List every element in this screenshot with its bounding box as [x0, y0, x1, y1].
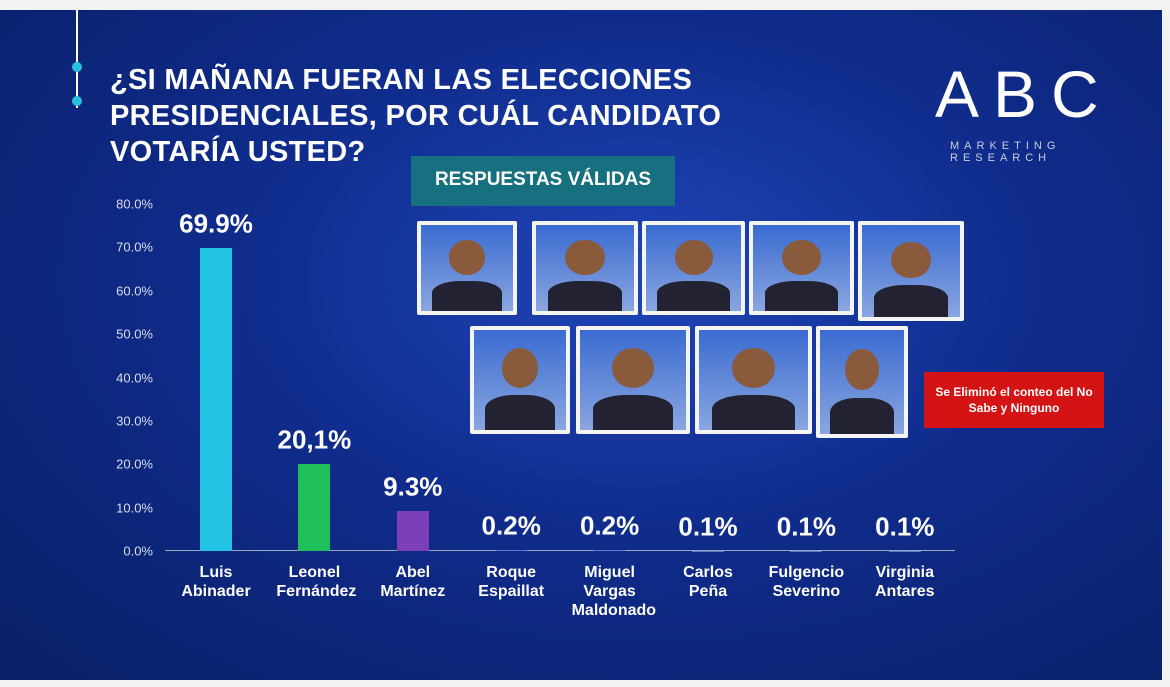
decoration [76, 10, 78, 108]
y-tick-label: 0.0% [123, 543, 153, 559]
x-tick-label: Carlos Peña [683, 564, 733, 600]
photo [532, 221, 638, 315]
x-axis [165, 550, 955, 551]
x-tick-label: Virginia Antares [875, 564, 935, 600]
value-label: 0.1% [776, 511, 837, 542]
logo-tagline: MARKETING RESEARCH [950, 140, 1061, 164]
bar [593, 550, 626, 551]
photo [695, 326, 812, 434]
bar [495, 550, 528, 551]
value-label: 9.3% [383, 471, 443, 502]
y-tick-label: 60.0% [116, 283, 153, 299]
bar [200, 247, 232, 551]
photo [576, 326, 690, 434]
decoration [72, 96, 82, 106]
x-tick-label: Luis Abinader [181, 564, 251, 600]
photo [858, 221, 964, 321]
y-tick-label: 70.0% [116, 239, 153, 255]
x-tick-label: Roque Espaillat [478, 564, 545, 600]
photo [749, 221, 854, 315]
value-label: 20,1% [277, 424, 352, 455]
value-label: 0.1% [678, 511, 738, 542]
bar [396, 510, 429, 551]
logo: ABC [935, 57, 1113, 131]
x-tick-label: Abel Martínez [380, 564, 446, 600]
value-label: 69.9% [179, 208, 253, 239]
bar [298, 463, 331, 551]
photo [417, 221, 517, 315]
x-tick-label: Fulgencio Severino [768, 564, 845, 600]
chart-title: ¿SI MAÑANA FUERAN LAS ELECCIONES PRESIDE… [110, 64, 722, 168]
y-tick-label: 40.0% [116, 370, 153, 385]
value-label: 0.2% [579, 510, 640, 541]
decoration [72, 62, 82, 72]
subtitle: RESPUESTAS VÁLIDAS [411, 156, 675, 206]
photo [470, 326, 570, 434]
photo [642, 221, 745, 315]
y-tick-label: 80.0% [116, 196, 153, 212]
x-tick-label: Miguel Vargas Maldonado [571, 564, 657, 619]
y-tick-label: 30.0% [116, 413, 153, 429]
value-label: 0.1% [875, 511, 935, 542]
value-label: 0.2% [481, 510, 541, 541]
note: Se Eliminó el conteo del No Sabe y Ningu… [924, 372, 1104, 428]
photo [816, 326, 908, 438]
y-tick-label: 10.0% [116, 500, 153, 516]
x-tick-label: Leonel Fernández [276, 564, 357, 600]
y-tick-label: 20.0% [116, 456, 153, 472]
y-tick-label: 50.0% [116, 326, 153, 342]
chart: ¿SI MAÑANA FUERAN LAS ELECCIONES PRESIDE… [0, 10, 1162, 680]
